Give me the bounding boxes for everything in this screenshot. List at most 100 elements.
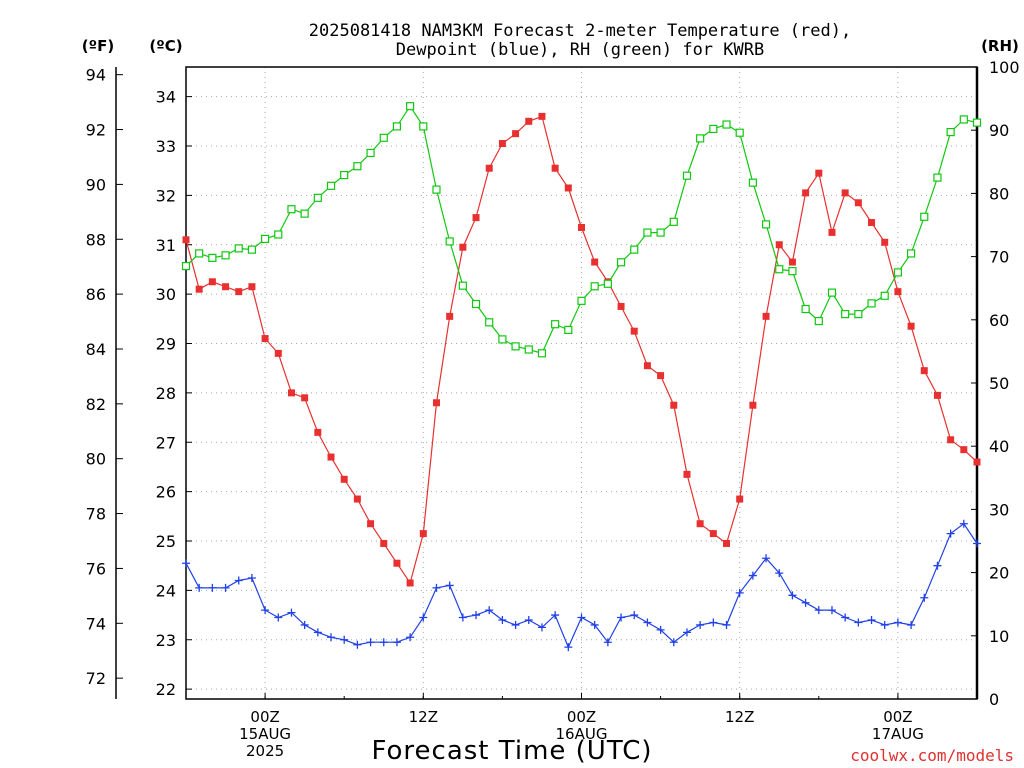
x-axis-tick-label: 00Z [567, 708, 596, 726]
temperature-point [709, 530, 717, 538]
rh-point [630, 245, 639, 254]
temperature-point [419, 530, 427, 538]
dewpoint-point [564, 643, 573, 652]
dewpoint-point [959, 519, 968, 528]
dewpoint-point [182, 559, 190, 568]
f-axis-tick-label: 92 [86, 121, 106, 140]
dewpoint-point [419, 613, 428, 622]
dewpoint-point [827, 606, 836, 615]
rh-point [696, 134, 705, 143]
rh-point [590, 282, 599, 291]
rh-point [801, 304, 810, 314]
rh-unit-label: (RH) [981, 37, 1019, 55]
temperature-point [973, 458, 981, 466]
rh-point [788, 267, 797, 276]
rh-point [748, 178, 757, 187]
f-axis-tick-label: 86 [86, 285, 106, 304]
dewpoint-point [630, 611, 639, 620]
temperature-point [287, 389, 295, 397]
rh-axis-tick-label: 20 [989, 564, 1009, 583]
temperature-point [551, 164, 559, 172]
dewpoint-point [907, 620, 916, 629]
x-axis-tick-label: 17AUG [872, 725, 924, 743]
f-axis-tick-label: 88 [86, 230, 106, 249]
rh-point [616, 258, 626, 267]
rh-point [682, 171, 692, 180]
temperature-point [775, 241, 783, 249]
f-axis-tick-label: 80 [86, 450, 106, 469]
temperature-point [868, 219, 876, 227]
rh-point [656, 228, 665, 237]
temperature-point [380, 539, 388, 547]
dewpoint-point [379, 638, 388, 647]
rh-axis-tick-label: 0 [989, 690, 999, 709]
rh-point [366, 148, 375, 158]
rh-point [419, 122, 428, 131]
temperature-point [591, 258, 599, 266]
c-axis-tick-label: 29 [156, 335, 176, 354]
rh-point [340, 170, 349, 180]
temperature-point [301, 394, 309, 402]
x-axis-tick-label: 12Z [725, 708, 754, 726]
x-axis-tick-label: 00Z [250, 708, 279, 726]
dewpoint-point [300, 620, 309, 629]
temperature-point [446, 312, 454, 320]
rh-point [458, 281, 467, 290]
rh-point [208, 253, 217, 262]
dewpoint-point [933, 561, 942, 570]
dewpoint-point [735, 588, 744, 597]
temperature-point [485, 164, 493, 172]
temperature-point [182, 236, 190, 244]
dewpoint-point [234, 576, 243, 585]
rh-point [379, 133, 388, 142]
temperature-point [960, 446, 968, 454]
dewpoint-point [696, 620, 705, 629]
temperature-point [894, 288, 902, 296]
rh-axis-tick-label: 60 [989, 311, 1009, 330]
c-axis-tick-label: 24 [156, 581, 176, 600]
rh-point [524, 345, 533, 354]
f-axis-tick-label: 72 [86, 669, 106, 688]
rh-point [814, 316, 823, 326]
dewpoint-point [340, 635, 349, 644]
temperature-point [393, 559, 401, 567]
rh-point [669, 217, 678, 226]
credit-text: coolwx.com/models [850, 746, 1014, 765]
temperature-point [222, 283, 230, 291]
c-axis-tick-label: 30 [156, 285, 176, 304]
temperature-point [696, 520, 704, 528]
dewpoint-point [748, 571, 757, 580]
dewpoint-point [208, 583, 217, 592]
plot-series [181, 102, 982, 652]
rh-point [643, 228, 652, 237]
dewpoint-point [261, 606, 270, 615]
c-axis-tick-label: 34 [156, 88, 176, 107]
x-axis-label: Forecast Time (UTC) [371, 736, 652, 766]
grid-lines [186, 67, 977, 699]
rh-point [761, 220, 771, 229]
temperature-point [564, 184, 572, 192]
dewpoint-point [603, 638, 612, 647]
f-axis-tick-label: 74 [86, 614, 106, 633]
rh-point [195, 249, 204, 258]
temperature-point [195, 285, 203, 293]
rh-point [735, 128, 744, 137]
dewpoint-point [406, 633, 415, 642]
rh-point [247, 245, 257, 254]
temperature-point [630, 327, 638, 335]
dewpoint-point [353, 640, 362, 649]
fahrenheit-unit-label: (ºF) [82, 37, 114, 55]
rh-axis-tick-label: 10 [989, 627, 1009, 646]
dewpoint-point [392, 638, 401, 647]
c-axis-tick-label: 32 [156, 186, 176, 205]
temperature-point [947, 436, 955, 444]
temperature-point [933, 391, 941, 399]
rh-point [946, 127, 955, 137]
temperature-point [788, 258, 796, 266]
dewpoint-point [432, 583, 441, 592]
x-axis-tick-label: 00Z [883, 708, 912, 726]
rh-point [564, 325, 573, 335]
dewpoint-point [841, 613, 850, 622]
dewpoint-point [577, 613, 586, 622]
temperature-point [208, 278, 216, 286]
